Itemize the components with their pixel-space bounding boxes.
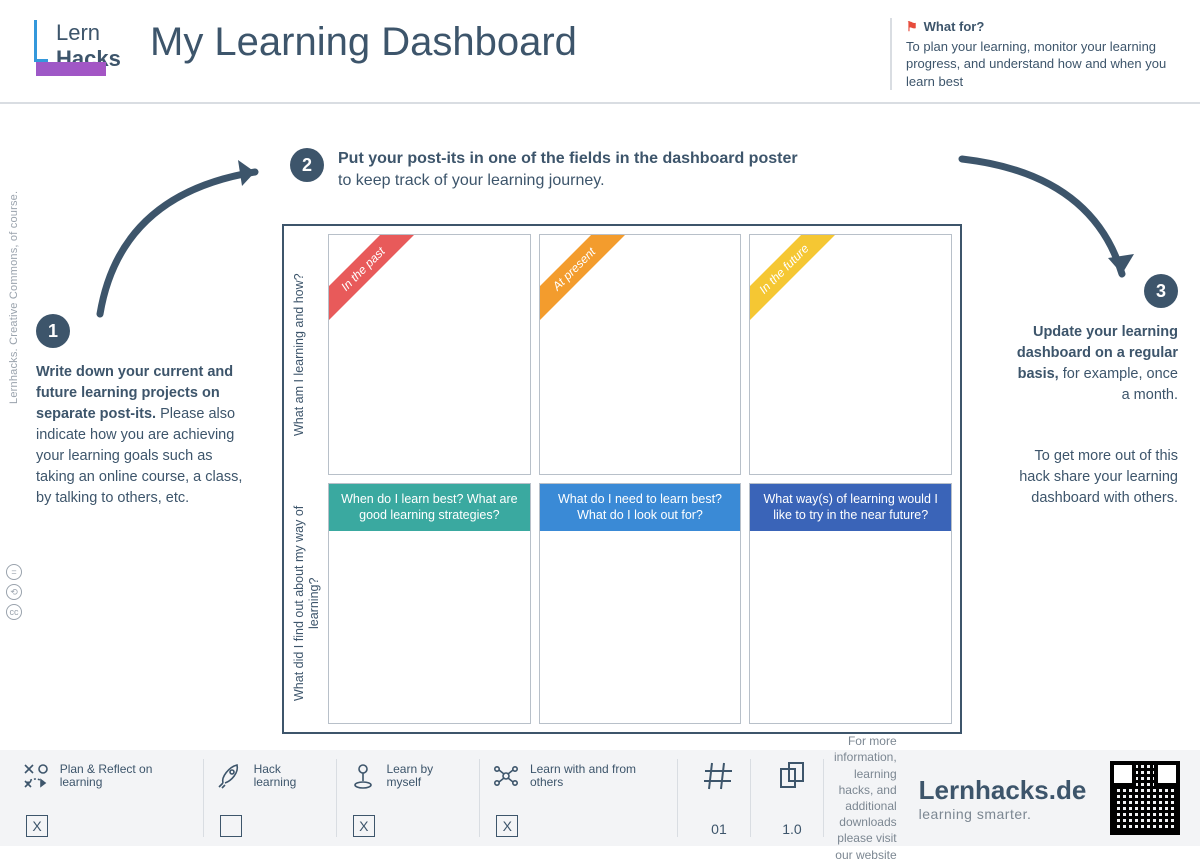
footer-brand: Lernhacks.de learning smarter. (919, 775, 1101, 822)
what-for-box: ⚑ What for? To plan your learning, monito… (890, 18, 1170, 90)
what-for-label: What for? (924, 19, 985, 34)
cell-header-teal: When do I learn best? What are good lear… (329, 484, 530, 531)
poster-cell: In the future (749, 234, 952, 475)
footer-item-learn-others: Learn with and from others X (490, 759, 678, 837)
header: LernHacks My Learning Dashboard ⚑ What fo… (0, 0, 1200, 104)
footer-info-text: For more information, learning hacks, an… (834, 733, 909, 863)
row1-label: What am I learning and how? (292, 234, 320, 475)
cc-icon: = (6, 564, 22, 580)
copy-icon (775, 759, 809, 798)
footer-item-learn-myself: Learn by myself X (347, 759, 480, 837)
footer-label: Hack learning (254, 763, 322, 789)
flag-icon: ⚑ (906, 18, 918, 36)
step-2: 2 Put your post-its in one of the fields… (290, 148, 930, 191)
cell-header-blue: What do I need to learn best? What do I … (540, 484, 741, 531)
footer-version: 1.0 (761, 759, 824, 837)
step-1: 1 Write down your current and future lea… (36, 314, 254, 509)
step-2-bold: Put your post-its in one of the fields i… (338, 148, 798, 170)
footer-checkbox[interactable]: X (353, 815, 375, 837)
group-star-icon (490, 759, 522, 793)
footer-checkbox[interactable]: X (496, 815, 518, 837)
footer-tagline: learning smarter. (919, 806, 1087, 822)
ribbon-future: In the future (749, 234, 849, 334)
row2-label: What did I find out about my way of lear… (292, 483, 320, 724)
footer-label: Learn with and from others (530, 763, 663, 789)
footer-item-hack-learning: Hack learning (214, 759, 337, 837)
footer-label: Learn by myself (386, 763, 465, 789)
ribbon-past: In the past (328, 234, 428, 334)
cc-icons: = ⟲ cc (6, 564, 22, 620)
logo-line1: Lern (56, 20, 100, 45)
step-3: 3 Update your learning dashboard on a re… (1008, 274, 1178, 509)
poster-cell: What way(s) of learning would I like to … (749, 483, 952, 724)
cc-icon: cc (6, 604, 22, 620)
qr-code (1110, 761, 1180, 835)
cc-icon: ⟲ (6, 584, 22, 600)
footer-item-plan-reflect: Plan & Reflect on learning X (20, 759, 204, 837)
footer-number: 01 (688, 759, 751, 837)
footer-version-value: 1.0 (782, 821, 801, 837)
plan-reflect-icon (20, 759, 52, 793)
step-2-badge: 2 (290, 148, 324, 182)
cell-header-indigo: What way(s) of learning would I like to … (750, 484, 951, 531)
page-title: My Learning Dashboard (150, 20, 876, 65)
step-1-badge: 1 (36, 314, 70, 348)
credits-text: Lernhacks. Creative Commons, of course. (8, 191, 20, 404)
footer-checkbox[interactable] (220, 815, 242, 837)
poster-row-bottom: What did I find out about my way of lear… (292, 483, 952, 724)
footer-checkbox[interactable]: X (26, 815, 48, 837)
footer-label: Plan & Reflect on learning (60, 763, 189, 789)
step-3-text: for example, once a month. (1063, 366, 1178, 403)
poster-cell: At present (539, 234, 742, 475)
footer-num-value: 01 (711, 821, 727, 837)
poster-cell: In the past (328, 234, 531, 475)
footer-site: Lernhacks.de (919, 775, 1087, 806)
step-3-share: To get more out of this hack share your … (1008, 446, 1178, 509)
rocket-icon (214, 759, 246, 793)
footer: Plan & Reflect on learning X Hack learni… (0, 750, 1200, 846)
step-2-text: to keep track of your learning journey. (338, 172, 605, 189)
arrow-icon (80, 154, 290, 329)
ribbon-present: At present (539, 234, 639, 334)
dashboard-poster: What am I learning and how? In the past … (282, 224, 962, 734)
what-for-text: To plan your learning, monitor your lear… (906, 38, 1170, 91)
logo: LernHacks (28, 18, 128, 76)
person-pin-icon (347, 759, 379, 793)
poster-cell: When do I learn best? What are good lear… (328, 483, 531, 724)
poster-row-top: What am I learning and how? In the past … (292, 234, 952, 475)
step-3-badge: 3 (1144, 274, 1178, 308)
main: Lernhacks. Creative Commons, of course. … (0, 104, 1200, 754)
poster-cell: What do I need to learn best? What do I … (539, 483, 742, 724)
hash-icon (702, 759, 736, 798)
